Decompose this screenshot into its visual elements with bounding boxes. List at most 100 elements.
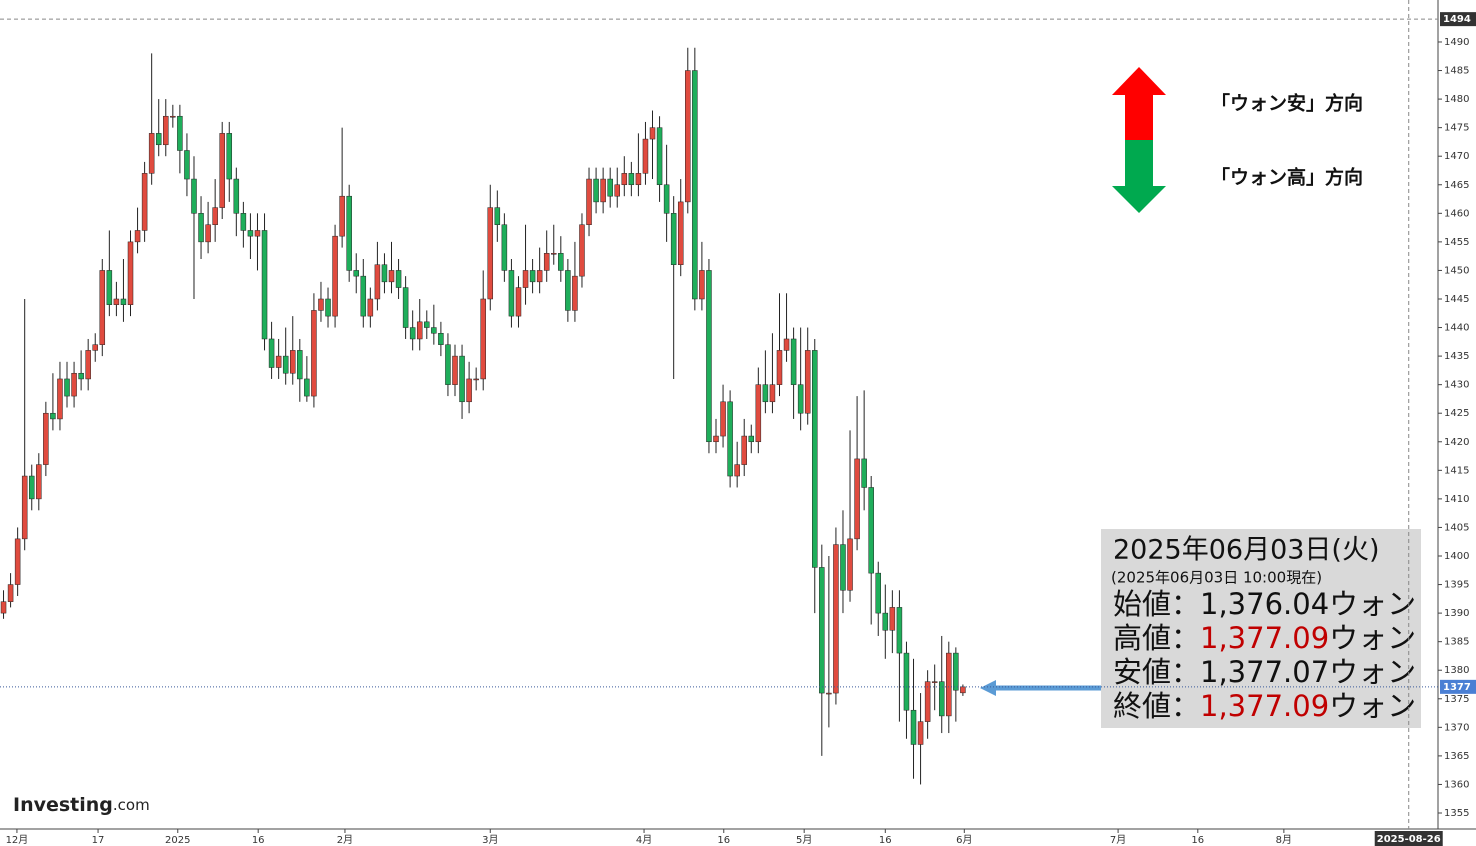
candle-body	[748, 435, 755, 443]
candle-body	[565, 270, 571, 311]
info-unit: ウォン	[1329, 689, 1416, 723]
candle-body	[917, 721, 924, 745]
candle-body	[501, 224, 508, 271]
candle-body	[896, 607, 903, 654]
candle-body	[685, 70, 691, 203]
candle-body	[677, 201, 684, 265]
candle-body	[431, 327, 437, 334]
x-tick-label: 17	[92, 835, 105, 846]
candle-body	[628, 173, 635, 186]
candle-body	[127, 241, 134, 305]
y-tick-label: 1470	[1444, 151, 1469, 162]
pointer-head	[980, 680, 996, 696]
candle-body	[833, 544, 839, 694]
info-note: (2025年06月03日 10:00現在)	[1111, 569, 1322, 587]
x-tick-label: 12月	[6, 834, 29, 846]
candle-body	[240, 213, 247, 231]
candle-body	[311, 310, 317, 397]
candle-body	[21, 475, 28, 540]
candle-body	[769, 384, 776, 403]
y-tick-label: 1435	[1444, 351, 1469, 362]
candle-body	[106, 270, 113, 305]
candle-body	[487, 207, 494, 300]
info-unit: ウォン	[1329, 621, 1416, 655]
legend-down: 「ウォン高」方向	[1211, 166, 1363, 189]
candle-body	[938, 681, 945, 717]
candle-body	[28, 475, 35, 500]
candle-body	[466, 378, 472, 403]
top-label: 1494	[1443, 14, 1471, 25]
candle-body	[847, 538, 853, 591]
info-label: 高値：	[1113, 621, 1200, 655]
candle-body	[543, 253, 550, 271]
candle-body	[325, 298, 331, 317]
candle-body	[762, 384, 769, 403]
candle-body	[812, 350, 818, 568]
candle-body	[212, 207, 218, 225]
y-tick-label: 1360	[1444, 779, 1469, 790]
candle-body	[889, 607, 896, 631]
candle-body	[861, 458, 867, 488]
candle-body	[529, 270, 536, 283]
candle-body	[924, 681, 931, 722]
candle-body	[692, 70, 698, 300]
candle-body	[141, 173, 148, 231]
candle-body	[113, 298, 120, 305]
info-value: 1,377.09	[1200, 689, 1329, 723]
candle-body	[536, 270, 543, 283]
candle-body	[558, 253, 564, 271]
candle-body	[614, 184, 620, 197]
candle-body	[99, 270, 106, 345]
candle-body	[367, 298, 374, 317]
x-tick-label: 6月	[956, 834, 972, 846]
candle-body	[494, 207, 501, 225]
candle-body	[819, 567, 825, 694]
candle-body	[790, 338, 797, 385]
candle-body	[656, 127, 663, 186]
y-tick-label: 1400	[1444, 551, 1469, 562]
y-tick-label: 1380	[1444, 665, 1469, 676]
candle-body	[170, 115, 176, 118]
top-label-bg	[1440, 12, 1476, 27]
candle-body	[14, 538, 21, 585]
candle-body	[275, 355, 282, 368]
brand: Investing	[13, 794, 113, 816]
candle-body	[268, 338, 275, 368]
candle-body	[155, 133, 162, 146]
y-tick-label: 1440	[1444, 323, 1469, 334]
candle-body	[854, 458, 860, 540]
brand-suffix: .com	[113, 796, 150, 814]
candle-body	[346, 195, 352, 271]
info-unit: ウォン	[1329, 655, 1416, 689]
x-tick-label: 2月	[337, 834, 353, 846]
y-tick-label: 1420	[1444, 437, 1469, 448]
candle-body	[43, 412, 49, 465]
last-price-bg	[1440, 679, 1476, 694]
candle-body	[7, 584, 14, 602]
candle-body	[776, 350, 783, 385]
candle-body	[607, 178, 613, 197]
candle-body	[960, 686, 966, 694]
candle-body	[452, 355, 458, 385]
info-row: 始値：1,376.04ウォン	[1113, 587, 1416, 621]
candle-body	[360, 275, 367, 317]
candle-body	[783, 338, 790, 351]
y-tick-label: 1430	[1444, 380, 1469, 391]
candle-body	[713, 435, 719, 443]
candle-body	[522, 270, 529, 288]
candle-body	[120, 298, 127, 305]
plot	[0, 47, 966, 785]
candle-body	[381, 264, 388, 283]
down-arrow	[1112, 140, 1166, 213]
candle-body	[191, 178, 197, 214]
info-row: 安値：1,377.07ウォン	[1113, 655, 1416, 689]
y-tick-label: 1355	[1444, 808, 1469, 819]
candle-body	[741, 435, 747, 465]
cursor-label-bg	[1374, 831, 1443, 846]
last-price-label: 1377	[1443, 682, 1471, 693]
candle-body	[734, 464, 740, 477]
x-tick-label: 4月	[636, 834, 652, 846]
candle-body	[226, 133, 233, 180]
info-box: 2025年06月03日(火) (2025年06月03日 10:00現在) 始値：…	[1101, 529, 1421, 728]
candle-body	[720, 401, 726, 437]
